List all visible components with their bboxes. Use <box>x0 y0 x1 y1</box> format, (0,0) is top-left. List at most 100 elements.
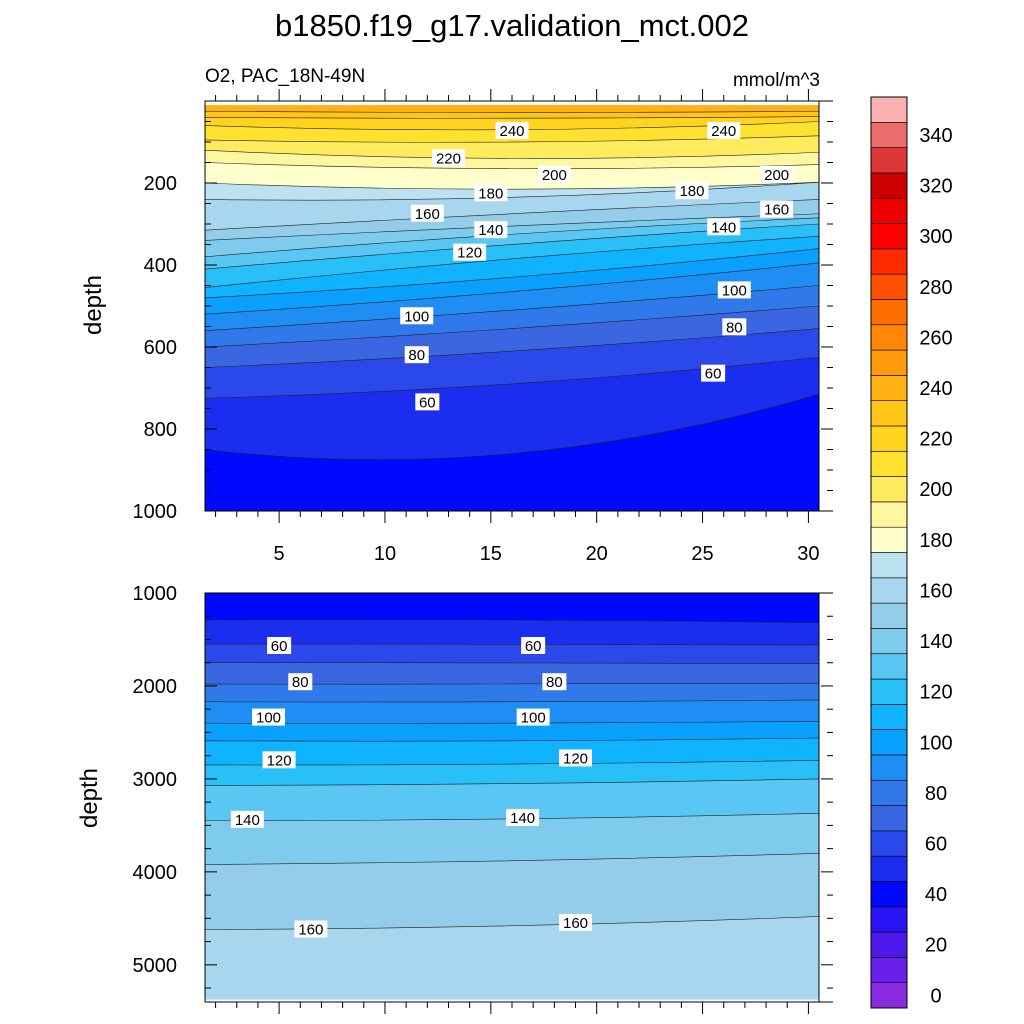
upper-y-tick-label: 600 <box>144 337 177 359</box>
x-tick-label: 5 <box>274 543 285 565</box>
colorbar-swatch <box>870 172 908 199</box>
colorbar-label: 260 <box>919 327 952 349</box>
colorbar-frame <box>870 96 908 1009</box>
lower-contour-labels: 60 60 80 80 100 100 120 120 140 140 160 160 <box>230 636 593 938</box>
upper-contour-line-110 <box>204 248 820 299</box>
colorbar-swatch <box>870 653 908 680</box>
lower-y-tick-label: 3000 <box>133 769 178 791</box>
lower-contour-label-box <box>559 749 593 767</box>
colorbar-swatch <box>870 602 908 629</box>
lower-contour-line-110 <box>204 737 820 742</box>
upper-contour-label-box <box>453 243 487 261</box>
lower-panel: 60 60 80 80 100 100 120 120 140 140 160 160 1000 2000… <box>133 583 833 1014</box>
colorbar-swatch <box>870 400 908 427</box>
upper-contour-label: 160 <box>415 206 440 223</box>
upper-contour-line-190 <box>204 162 820 169</box>
colorbar-swatch <box>870 678 908 705</box>
upper-panel: 240 240 220 200 200 180 180 160 160 140 140 120 100 1… <box>133 89 833 565</box>
lower-contour-label: 160 <box>298 921 323 938</box>
colorbar-swatch <box>870 729 908 756</box>
colorbar-swatch <box>870 830 908 857</box>
lower-contour-line-50 <box>204 619 820 624</box>
colorbar-label: 40 <box>925 884 947 906</box>
lower-contour-label-box <box>252 708 286 726</box>
upper-contour-label: 240 <box>711 123 736 140</box>
lower-y-tick-label: 1000 <box>133 583 178 605</box>
lower-contour-label: 160 <box>563 915 588 932</box>
upper-contour-label: 100 <box>404 308 429 325</box>
colorbar-label: 180 <box>919 530 952 552</box>
upper-contour-label-box <box>415 393 440 411</box>
colorbar-swatch <box>870 299 908 326</box>
lower-y-axis: 1000 2000 3000 4000 5000 <box>133 583 833 989</box>
upper-contour-label: 180 <box>679 183 704 200</box>
lower-contour-label-box <box>506 808 540 826</box>
lower-contour-label: 60 <box>271 638 288 655</box>
upper-contour-label-box <box>474 221 508 239</box>
colorbar-label: 220 <box>919 429 952 451</box>
upper-contour-line-50 <box>204 393 820 460</box>
lower-contour-label-box <box>521 636 546 654</box>
lower-contour-line-100 <box>204 720 820 724</box>
lower-contour-line-70 <box>204 662 820 664</box>
lower-contour-line-160 <box>204 916 820 930</box>
lower-contour-label: 120 <box>267 752 292 769</box>
colorbar-label: 160 <box>919 580 952 602</box>
x-tick-label: 20 <box>586 543 608 565</box>
upper-contour-label-box <box>431 149 465 167</box>
colorbar-swatch <box>870 501 908 528</box>
upper-contour-label-box <box>760 200 794 218</box>
colorbar-swatch <box>870 375 908 401</box>
lower-contour-label-box <box>542 673 567 691</box>
colorbar-swatch <box>870 704 908 730</box>
lower-contour-label: 140 <box>510 810 535 827</box>
upper-contour-label-box <box>717 281 751 299</box>
lower-y-tick-label: 2000 <box>133 676 178 698</box>
upper-contour-line-160 <box>204 199 820 231</box>
upper-contour-line-70 <box>204 328 820 368</box>
lower-contour-line-90 <box>204 699 820 703</box>
lower-contour-label-box <box>267 636 292 654</box>
chart-title: b1850.f19_g17.validation_mct.002 <box>275 8 749 43</box>
upper-contour-label: 160 <box>764 202 789 219</box>
colorbar-label: 300 <box>919 226 952 248</box>
colorbar-label: 340 <box>919 125 952 147</box>
lower-contour-line-130 <box>204 778 820 786</box>
lower-contour-label-box <box>262 751 296 769</box>
upper-band-50 <box>205 394 819 511</box>
colorbar-swatch <box>870 577 908 604</box>
upper-contour-line-60 <box>204 356 820 399</box>
x-tick-label: 10 <box>374 543 396 565</box>
upper-contour-label-box <box>404 346 429 364</box>
upper-contour-label: 200 <box>542 167 567 184</box>
colorbar-swatch <box>870 324 908 351</box>
colorbar-swatch <box>870 223 908 250</box>
chart-subtitle-left: O2, PAC_18N-49N <box>205 66 365 87</box>
colorbar-swatch <box>870 855 908 882</box>
colorbar-swatch <box>870 982 908 1009</box>
lower-contour-label: 60 <box>525 638 542 655</box>
upper-contour-label: 60 <box>705 366 722 383</box>
upper-contour-line-100 <box>204 262 820 315</box>
upper-contour-labels: 240 240 220 200 200 180 180 160 160 140 140 120 100 1… <box>400 121 794 411</box>
x-tick-label: 25 <box>691 543 713 565</box>
upper-contour-line-180 <box>204 181 820 190</box>
colorbar-label: 100 <box>919 732 952 754</box>
lower-contour-label: 100 <box>256 710 281 727</box>
lower-contour-label: 120 <box>563 750 588 767</box>
colorbar-swatch <box>870 931 908 958</box>
lower-x-axis <box>215 1002 809 1014</box>
upper-contour-line-240 <box>204 110 820 113</box>
upper-y-tick-label: 400 <box>144 255 177 277</box>
upper-contour-label: 140 <box>711 219 736 236</box>
colorbar-label: 120 <box>919 682 952 704</box>
upper-contour-label-box <box>707 218 741 236</box>
upper-x-axis: 5 10 15 20 25 30 <box>215 89 820 565</box>
colorbar-label: 60 <box>925 834 947 856</box>
lower-contour-line-150 <box>204 852 820 865</box>
lower-contour-label-box <box>294 920 328 938</box>
upper-contour-label-box <box>701 364 726 382</box>
upper-contour-label: 200 <box>764 167 789 184</box>
upper-y-tick-label: 200 <box>144 173 177 195</box>
colorbar-label: 320 <box>919 176 952 198</box>
